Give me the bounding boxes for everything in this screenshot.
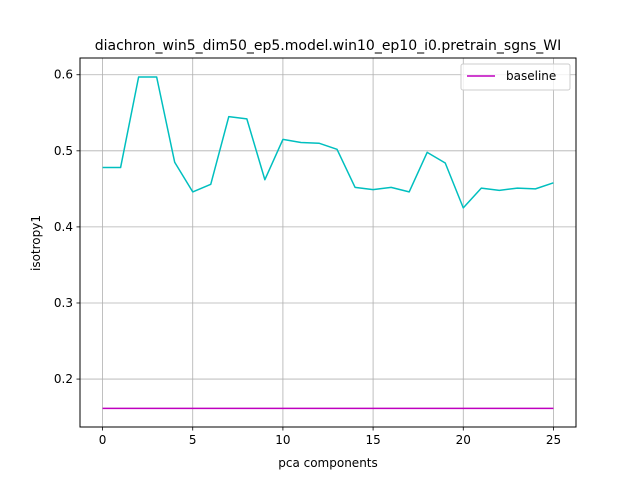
chart-title: diachron_win5_dim50_ep5.model.win10_ep10…: [95, 38, 562, 54]
y-tick-label: 0.5: [54, 144, 73, 158]
legend-label-baseline: baseline: [506, 69, 556, 83]
x-tick-label: 15: [365, 433, 380, 447]
x-tick-label: 0: [99, 433, 107, 447]
y-tick-label: 0.4: [54, 220, 73, 234]
y-tick-label: 0.2: [54, 372, 73, 386]
y-axis-label: isotropy1: [29, 215, 43, 271]
x-tick-label: 25: [546, 433, 561, 447]
y-axis: 0.2 0.3 0.4 0.5 0.6: [54, 68, 80, 386]
x-tick-label: 5: [189, 433, 197, 447]
y-tick-label: 0.3: [54, 296, 73, 310]
series-layer: [102, 76, 554, 410]
x-axis-label: pca components: [278, 456, 378, 470]
legend: baseline: [460, 63, 571, 91]
legend-box: [460, 63, 571, 91]
plot-frame: [79, 57, 577, 428]
x-tick-label: 10: [275, 433, 290, 447]
series-line-0: [102, 76, 554, 209]
plot-area: [80, 58, 576, 427]
y-tick-label: 0.6: [54, 68, 73, 82]
x-axis: 0 5 10 15 20 25: [99, 427, 561, 447]
x-tick-label: 20: [456, 433, 471, 447]
